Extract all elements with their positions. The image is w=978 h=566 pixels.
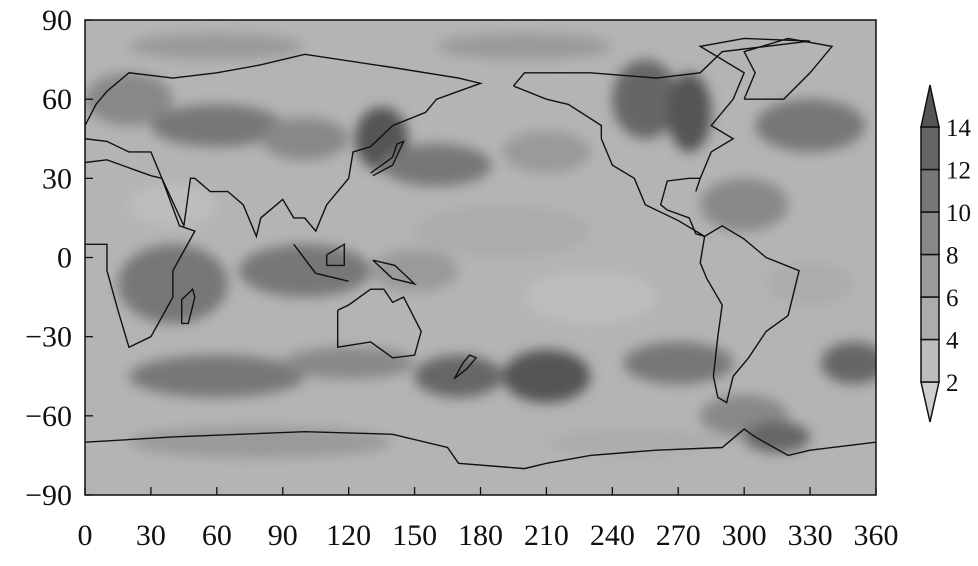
x-tick-label: 300 [722,519,767,552]
contour-region [766,262,855,305]
x-tick-label: 330 [788,519,833,552]
y-tick-label: 30 [42,162,72,195]
colorbar-segment [920,338,940,383]
colorbar-tick-label: 14 [946,115,972,142]
coastline [453,354,478,380]
y-tick-label: −30 [25,321,72,354]
colorbar-tick-label: 10 [946,200,971,227]
colorbar-extend-min [920,381,940,423]
contour-region [370,249,459,292]
contour-region [150,104,283,147]
contour-region [128,355,305,398]
colorbar-tick-label: 6 [946,285,959,312]
x-tick-label: 90 [268,519,298,552]
y-axis: 90 60 30 0 −30 −60 −90 [25,4,93,512]
contour-region [502,349,591,403]
contour-region [502,130,591,174]
coastlines [85,37,876,470]
y-tick-label: −60 [25,400,72,433]
contour-region [612,59,679,139]
x-tick-label: 270 [656,519,701,552]
colorbar-tick-label: 12 [946,158,971,185]
colorbar-segment [920,168,940,213]
coastline [336,288,422,359]
contour-region [755,99,866,152]
map-plot-area [84,19,877,496]
contour-fills [85,33,876,459]
x-tick-label: 150 [392,519,437,552]
coastline [372,259,418,286]
y-tick-label: 60 [42,83,72,116]
coastline [743,37,834,100]
contour-region [414,204,591,258]
coastline [325,243,345,267]
contour-region [821,341,876,385]
contour-region [623,341,734,385]
contour-region [128,33,305,60]
coastline [293,243,349,282]
contour-region [524,270,657,324]
x-tick-label: 0 [78,519,93,552]
coastline [512,37,811,238]
contour-region [700,178,789,232]
colorbar: 2 4 6 8 10 12 14 [920,84,972,423]
colorbar-segment [920,126,940,171]
coastline [699,225,800,404]
x-tick-label: 60 [202,519,232,552]
y-tick-label: 90 [42,4,72,37]
x-tick-label: 120 [326,519,371,552]
contour-region [667,72,712,152]
coastline [85,428,876,470]
colorbar-tick-label: 2 [946,370,959,397]
contour-region [128,426,393,459]
contour-region [238,244,371,298]
colorbar-tick-label: 4 [946,328,959,355]
colorbar-tick-label: 8 [946,243,959,270]
x-tick-label: 210 [524,519,569,552]
y-tick-label: −90 [25,479,72,512]
coastline [180,287,196,325]
x-tick-label: 240 [590,519,635,552]
contour-region [282,347,415,379]
contour-region [744,421,811,453]
x-tick-label: 30 [136,519,166,552]
coastline [85,53,483,239]
contour-region [260,117,349,160]
colorbar-segment [920,211,940,256]
x-tick-label: 180 [458,519,503,552]
x-tick-label: 360 [854,519,899,552]
contour-region [436,33,613,60]
contour-region [128,183,217,226]
x-axis: 0 30 60 90 120 150 180 210 240 270 300 330 360 [78,487,899,552]
colorbar-extend-max [920,84,940,128]
contour-region [85,72,173,126]
contour-region [381,144,492,187]
y-tick-label: 0 [57,242,72,275]
colorbar-segment [920,296,940,341]
coastline [370,140,405,177]
colorbar-segment [920,253,940,298]
coastline [85,159,196,349]
